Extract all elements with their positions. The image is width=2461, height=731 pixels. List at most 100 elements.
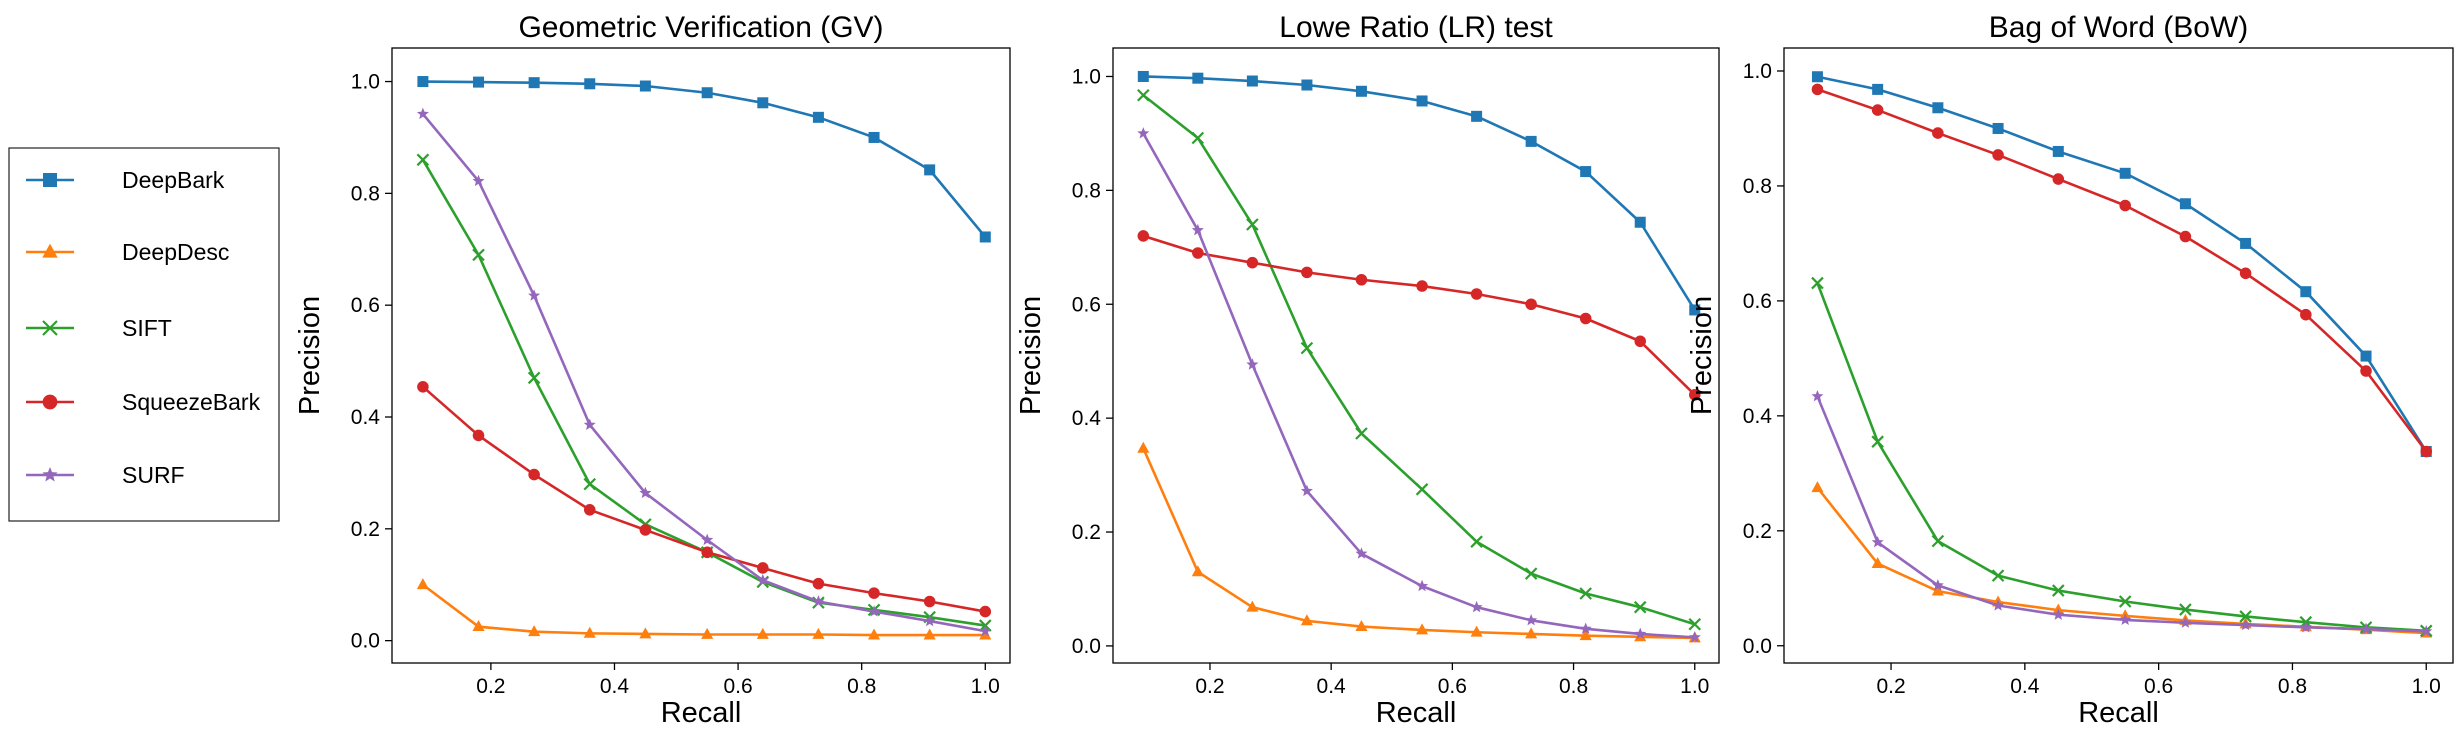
legend-item-deepbark: DeepBark — [26, 167, 225, 193]
data-point — [867, 628, 881, 640]
chart-panel-3: Bag of Word (BoW) 0.2 0.4 0.6 0.8 1.0 0.0 0.2 0.… — [1686, 11, 2454, 729]
y-tick-label: 0.8 — [1743, 175, 1772, 198]
y-axis-label: Precision — [1015, 296, 1047, 415]
x-axis-label: Recall — [2078, 697, 2159, 729]
data-point — [1470, 600, 1483, 613]
data-point — [1416, 280, 1428, 292]
data-point — [1992, 122, 2004, 134]
series-line — [1142, 234, 1696, 396]
data-point — [2052, 145, 2064, 157]
series-line — [1816, 486, 2427, 635]
legend-label: DeepBark — [122, 167, 225, 193]
data-point — [756, 627, 769, 639]
x-tick-label: 0.2 — [1195, 675, 1224, 698]
data-point — [1416, 623, 1429, 635]
data-point — [417, 76, 429, 88]
chart-title: Bag of Word (BoW) — [1989, 11, 2249, 44]
data-point — [2300, 308, 2312, 321]
series-sift — [1811, 276, 2433, 638]
chart-panels: Geometric Verification (GV) 0.2 0.4 0.6 0.8 1… — [294, 11, 2454, 729]
legend: DeepBark DeepDesc SIFT SqueezeBark SURF — [8, 147, 280, 522]
data-point — [1137, 127, 1150, 139]
data-point — [1525, 613, 1538, 626]
data-point — [1579, 622, 1592, 634]
data-point — [2420, 625, 2433, 637]
data-point — [1470, 288, 1483, 300]
y-tick-label: 0.6 — [351, 294, 380, 317]
data-point — [701, 546, 713, 559]
data-point — [1300, 341, 1314, 355]
data-point — [583, 626, 596, 638]
data-point — [472, 429, 485, 442]
y-tick-label: 0.8 — [1072, 179, 1101, 202]
data-point — [583, 504, 596, 516]
legend-label: SqueezeBark — [122, 389, 261, 415]
data-point — [1931, 534, 1945, 548]
data-point — [1137, 88, 1150, 102]
series-squeezebark — [417, 381, 992, 618]
series-deepbark — [1811, 71, 2432, 457]
data-point — [812, 627, 825, 639]
data-point — [1246, 600, 1259, 612]
data-point — [2300, 286, 2312, 298]
data-point — [1301, 266, 1313, 279]
data-point — [1811, 276, 1824, 290]
data-point — [583, 418, 596, 430]
y-tick-label: 0.4 — [351, 406, 381, 429]
data-point — [1991, 569, 2005, 582]
data-point — [1931, 584, 1944, 596]
y-tick-label: 0.0 — [1072, 635, 1101, 658]
data-point — [923, 595, 936, 608]
chart-title: Lowe Ratio (LR) test — [1279, 11, 1553, 44]
series-line — [1142, 94, 1696, 626]
data-point — [756, 573, 769, 586]
data-point — [1689, 304, 1701, 316]
data-point — [1932, 127, 1944, 139]
legend-item-deepdesc: DeepDesc — [26, 239, 229, 265]
data-point — [473, 76, 485, 88]
data-point — [2299, 621, 2312, 633]
series-surf — [1811, 389, 2433, 637]
data-point — [1137, 70, 1149, 82]
data-point — [1992, 599, 2005, 611]
data-point — [1580, 166, 1592, 178]
data-point — [2119, 613, 2132, 626]
y-tick-label: 0.8 — [351, 182, 380, 205]
legend-item-squeezebark: SqueezeBark — [26, 389, 261, 415]
x-tick-label: 1.0 — [2412, 675, 2441, 698]
data-point — [1525, 627, 1538, 639]
data-point — [1137, 441, 1150, 453]
x-axis-label: Recall — [661, 697, 742, 729]
data-point — [1811, 481, 1824, 493]
data-point — [2239, 267, 2252, 280]
data-point — [1300, 614, 1313, 626]
series-deepdesc — [416, 578, 992, 640]
series-deepbark — [1137, 70, 1701, 316]
data-point — [1811, 389, 1824, 402]
plot-frame — [1112, 47, 1720, 664]
chart-title: Geometric Verification (GV) — [518, 11, 883, 44]
data-point — [1246, 218, 1259, 231]
data-point — [584, 78, 596, 90]
data-point — [2118, 595, 2132, 608]
data-point — [1246, 75, 1258, 87]
data-point — [979, 624, 992, 637]
y-tick-label: 0.2 — [1743, 520, 1772, 543]
data-point — [1355, 273, 1368, 286]
data-point — [2119, 167, 2131, 179]
data-point — [812, 577, 825, 590]
data-point — [2179, 198, 2191, 210]
data-point — [1634, 216, 1646, 228]
series-line — [1816, 395, 2427, 633]
data-point — [1525, 298, 1537, 311]
series-line — [422, 583, 986, 637]
data-point — [1355, 427, 1368, 440]
data-point — [1931, 579, 1944, 591]
x-tick-label: 0.6 — [1438, 675, 1467, 698]
data-point — [1688, 389, 1701, 401]
data-point — [2179, 230, 2192, 243]
series-deepdesc — [1137, 441, 1701, 643]
x-tick-label: 1.0 — [1680, 675, 1709, 698]
data-point — [2240, 237, 2252, 249]
data-point — [1811, 71, 1823, 83]
